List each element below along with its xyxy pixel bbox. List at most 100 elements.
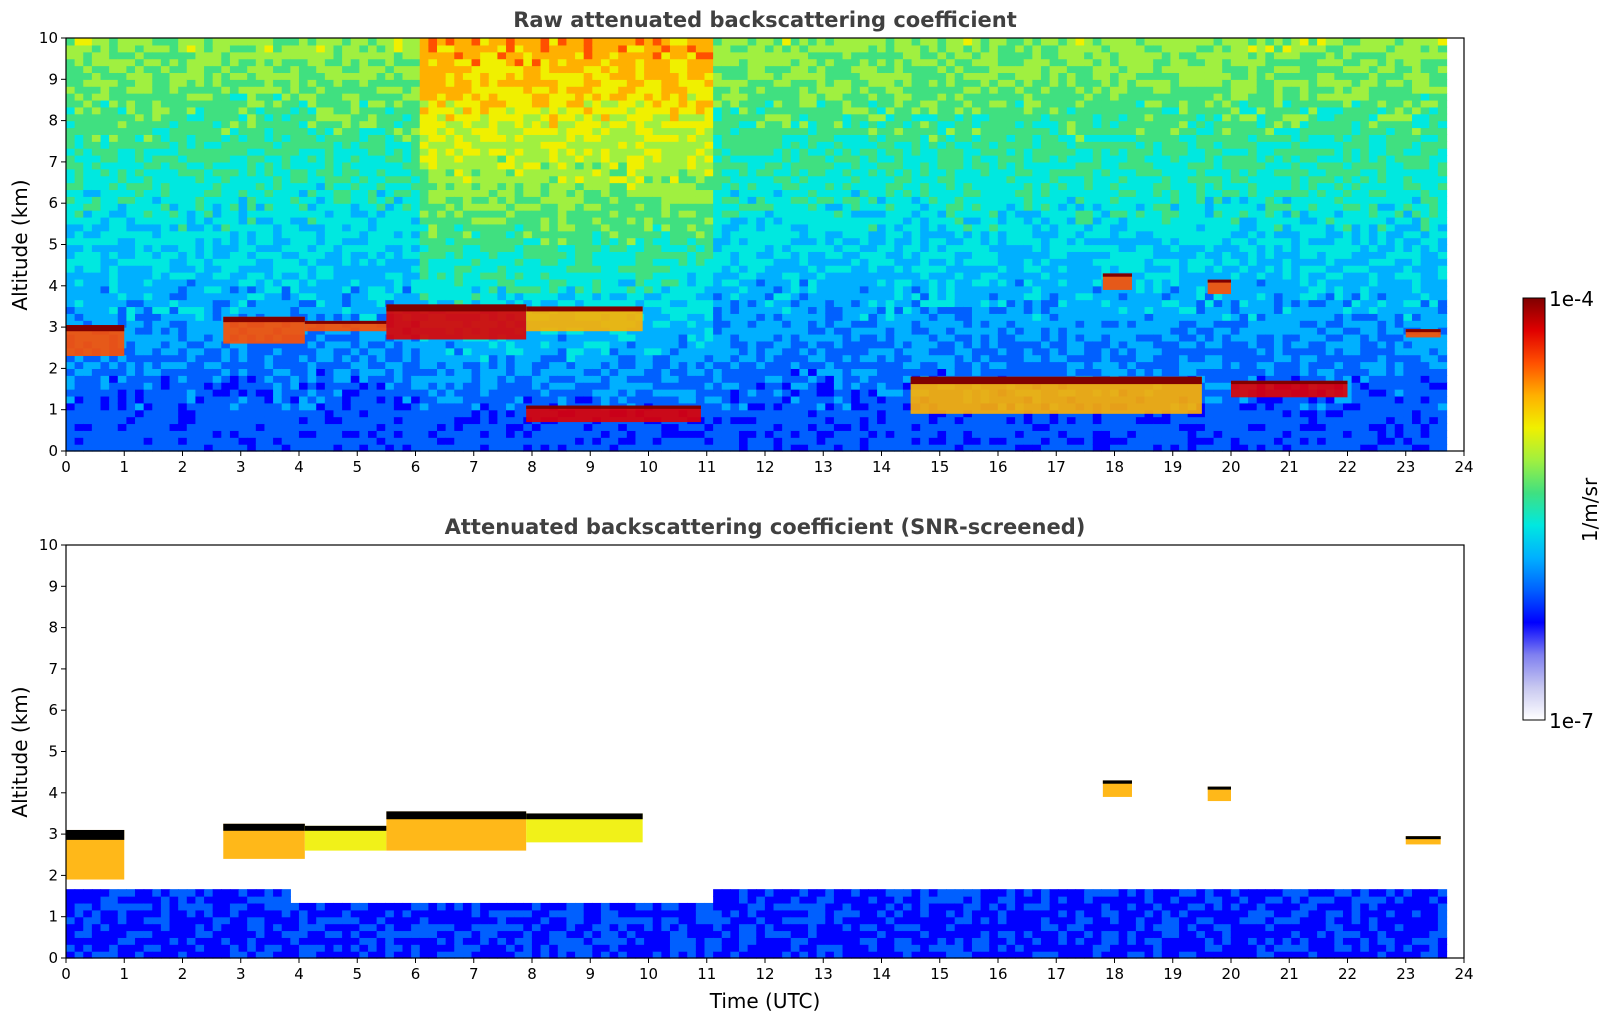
heatmap-cell: [212, 120, 222, 129]
heatmap-cell: [385, 86, 395, 94]
heatmap-cell: [523, 210, 533, 218]
heatmap-cell: [462, 347, 473, 356]
heatmap-cell: [109, 409, 119, 418]
heatmap-cell: [411, 292, 421, 301]
heatmap-cell: [721, 265, 731, 273]
heatmap-cell: [143, 210, 153, 218]
heatmap-cell: [160, 237, 171, 246]
heatmap-cell: [488, 79, 499, 87]
heatmap-cell: [669, 65, 680, 74]
heatmap-cell: [247, 423, 257, 431]
heatmap-cell: [255, 423, 266, 431]
heatmap-cell: [575, 423, 585, 431]
heatmap-cell: [195, 182, 205, 191]
heatmap-cell: [281, 168, 291, 177]
heatmap-cell: [695, 423, 706, 431]
heatmap-cell: [385, 113, 395, 122]
heatmap-cell: [549, 347, 559, 356]
heatmap-cell: [635, 258, 645, 266]
heatmap-cell: [549, 216, 559, 225]
heatmap-cell: [160, 395, 171, 404]
heatmap-cell: [764, 72, 775, 80]
heatmap-cell: [376, 340, 386, 349]
heatmap-cell: [497, 155, 507, 163]
heatmap-cell: [109, 430, 119, 438]
heatmap-cell: [695, 347, 706, 356]
heatmap-cell: [160, 175, 171, 184]
heatmap-cell: [488, 86, 499, 94]
heatmap-cell: [333, 44, 343, 53]
heatmap-cell: [195, 368, 205, 376]
heatmap-cell: [100, 79, 110, 87]
heatmap-cell: [704, 340, 714, 349]
heatmap-cell: [109, 423, 119, 431]
heatmap-cell: [316, 409, 326, 418]
heatmap-cell: [367, 437, 378, 445]
heatmap-cell: [247, 58, 257, 67]
heatmap-cell: [247, 272, 257, 280]
heatmap-cell: [480, 423, 490, 431]
heatmap-cell: [255, 382, 266, 390]
heatmap-cell: [514, 402, 524, 411]
heatmap-cell: [402, 44, 412, 53]
heatmap-cell: [152, 58, 162, 67]
heatmap-cell: [298, 65, 309, 74]
heatmap-cell: [523, 148, 533, 156]
heatmap-cell: [186, 306, 197, 314]
heatmap-cell: [178, 444, 188, 452]
heatmap-cell: [178, 278, 188, 287]
heatmap-cell: [100, 306, 110, 314]
heatmap-cell: [66, 99, 76, 108]
heatmap-cell: [739, 416, 749, 425]
heatmap-cell: [419, 120, 429, 129]
heatmap-cell: [195, 258, 205, 266]
heatmap-cell: [298, 437, 309, 445]
heatmap-cell: [91, 127, 102, 135]
heatmap-cell: [178, 389, 188, 397]
heatmap-cell: [626, 168, 637, 177]
heatmap-cell: [626, 347, 637, 356]
heatmap-cell: [437, 244, 447, 252]
heatmap-cell: [721, 354, 731, 363]
heatmap-cell: [229, 189, 240, 197]
heatmap-cell: [169, 230, 179, 239]
heatmap-cell: [506, 230, 516, 239]
heatmap-cell: [566, 120, 576, 129]
heatmap-cell: [618, 44, 628, 53]
heatmap-cell: [730, 216, 740, 225]
heatmap-cell: [644, 106, 654, 115]
heatmap-cell: [488, 93, 499, 101]
heatmap-cell: [721, 127, 731, 135]
heatmap-cell: [739, 216, 749, 225]
heatmap-cell: [169, 127, 179, 135]
heatmap-cell: [290, 382, 300, 390]
heatmap-cell: [739, 230, 749, 239]
heatmap-cell: [333, 375, 343, 383]
heatmap-cell: [652, 38, 662, 46]
heatmap-cell: [445, 423, 455, 431]
heatmap-cell: [687, 38, 697, 46]
heatmap-cell: [609, 444, 619, 452]
heatmap-cell: [298, 299, 309, 308]
heatmap-cell: [350, 306, 360, 314]
heatmap-cell: [307, 72, 317, 80]
heatmap-cell: [169, 375, 179, 383]
heatmap-cell: [264, 203, 274, 211]
heatmap-cell: [506, 416, 516, 425]
heatmap-cell: [514, 120, 524, 129]
heatmap-cell: [109, 120, 119, 129]
heatmap-cell: [497, 161, 507, 170]
heatmap-cell: [333, 333, 343, 342]
heatmap-cell: [454, 120, 464, 129]
heatmap-cell: [264, 340, 274, 349]
heatmap-cell: [273, 416, 283, 425]
heatmap-cell: [557, 58, 568, 67]
heatmap-cell: [238, 127, 248, 135]
heatmap-cell: [669, 223, 680, 232]
heatmap-cell: [117, 106, 127, 115]
heatmap-cell: [687, 244, 697, 252]
heatmap-cell: [462, 244, 473, 252]
heatmap-cell: [290, 120, 300, 129]
heatmap-cell: [592, 182, 602, 191]
heatmap-cell: [454, 127, 464, 135]
